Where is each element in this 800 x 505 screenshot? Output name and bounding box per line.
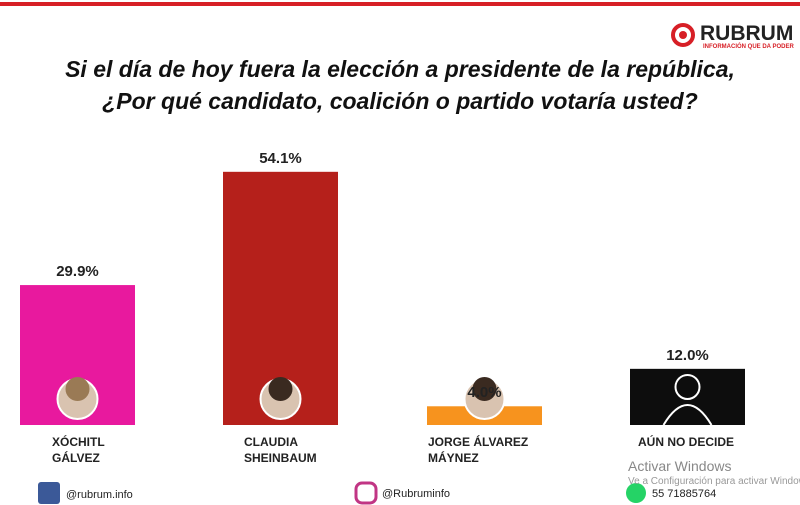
title: Si el día de hoy fuera la elección a pre… [65,56,735,82]
title: ¿Por qué candidato, coalición o partido … [102,88,698,114]
logo-icon [671,23,695,47]
value-label: 4.0% [467,384,502,402]
value-label: 12.0% [666,346,709,364]
watermark: Activar Windows [628,458,732,474]
instagram: @Rubruminfo [382,488,451,500]
logo-tagline: INFORMACIÓN QUE DA PODER [703,44,794,50]
top-bar [0,2,800,6]
unknown-body [662,404,713,426]
whatsapp: 55 71885764 [652,488,717,500]
watermark: Ve a Configuración para activar Windows [628,476,800,487]
facebook: @rubrum.info [66,489,133,501]
candidate-hair [472,377,497,401]
category-label: XÓCHITL GÁLVEZ [52,435,105,465]
category-label: JORGE ÁLVAREZ MÁYNEZ [428,435,529,465]
unknown-head [674,374,701,400]
whatsapp-icon [626,483,646,503]
logo-icon [679,31,687,39]
candidate-hair [65,377,90,401]
logo-name: RUBRUM [700,22,794,45]
value-label: 29.9% [56,263,99,281]
value-label: 54.1% [259,149,302,167]
category-label: AÚN NO DECIDE [638,435,735,449]
instagram-icon [354,481,378,505]
candidate-hair [268,377,293,401]
category-label: CLAUDIA SHEINBAUM [244,435,317,465]
facebook-icon [38,482,60,504]
